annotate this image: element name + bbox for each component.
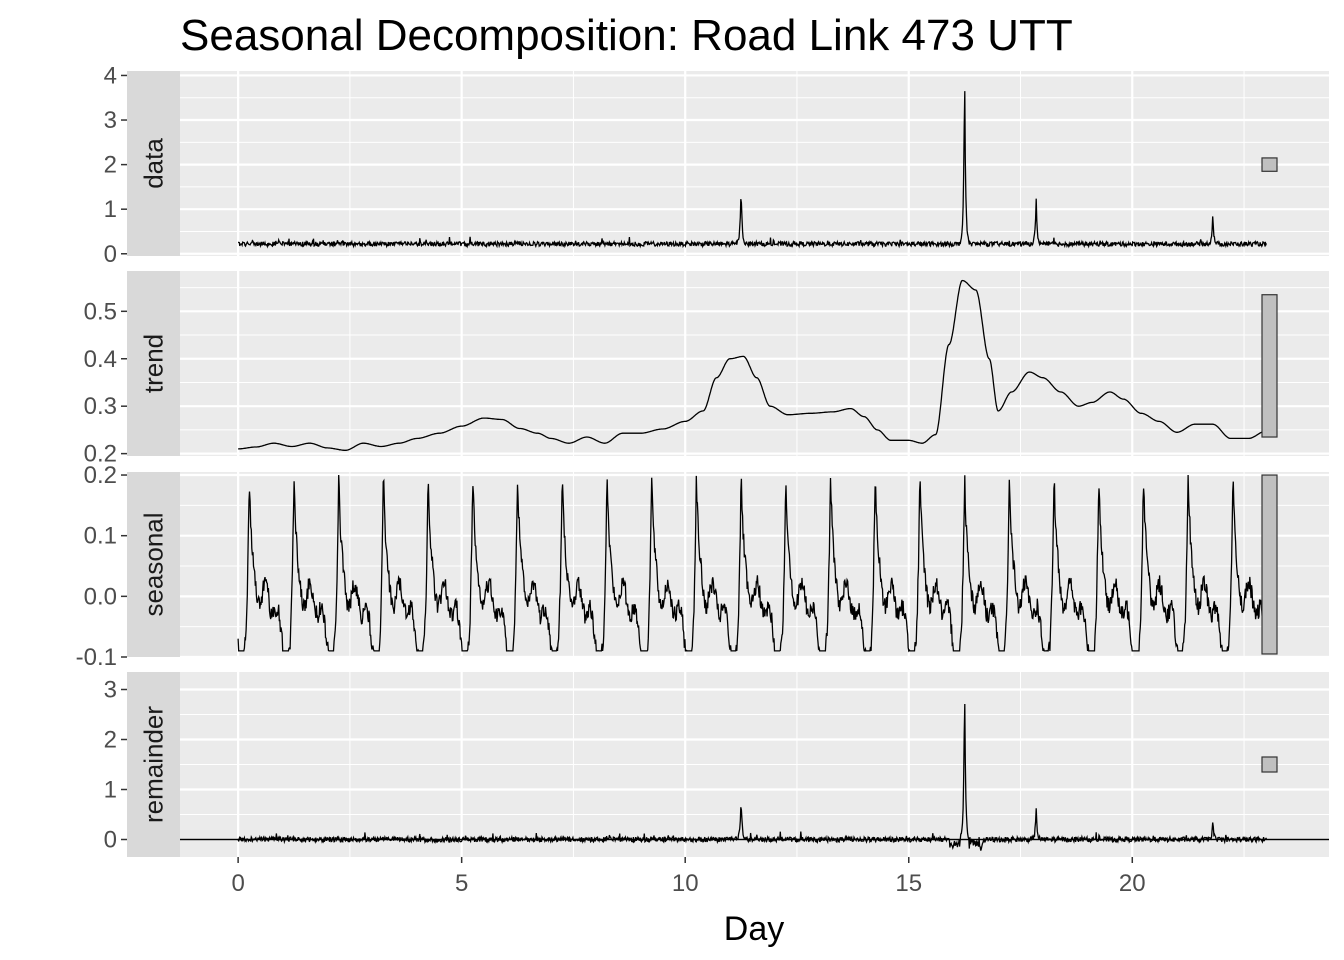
- y-tick-label: 0.5: [84, 298, 117, 325]
- panel-data: data 0 1 2 3 4: [104, 62, 1329, 267]
- x-tick-label: 15: [895, 870, 922, 897]
- y-tick-label: 1: [104, 777, 117, 804]
- panel-remainder: remainder 0 1 2 3: [104, 672, 1329, 857]
- x-axis-label: Day: [724, 910, 784, 948]
- x-tick-label: 0: [231, 870, 244, 897]
- panel-trend: trend0.20.30.40.5: [84, 271, 1329, 468]
- x-axis: 0 5 10 15 20: [231, 857, 1145, 897]
- y-tick-label: 3: [104, 677, 117, 704]
- y-tick-label: -0.1: [76, 644, 117, 671]
- y-tick-label: 1: [104, 196, 117, 223]
- range-bar-remainder: [1262, 757, 1277, 772]
- strip-label-remainder: remainder: [139, 706, 169, 823]
- panel-background: [180, 271, 1329, 456]
- y-tick-label: 2: [104, 152, 117, 179]
- panel-seasonal: seasonal -0.1 0.0 0.1 0.2: [76, 462, 1329, 671]
- strip-label-data: data: [139, 138, 169, 189]
- panel-background: [180, 472, 1329, 657]
- y-tick-label: 0.4: [84, 346, 117, 373]
- y-tick-label: 4: [104, 62, 117, 89]
- x-tick-label: 20: [1119, 870, 1146, 897]
- panels: data 0 1 2 3 4 trend 0.2 0.3 0.4 0.5 seasonal -0.1 0.…: [76, 62, 1329, 857]
- range-bar-trend: [1262, 295, 1277, 437]
- strip-label-seasonal: seasonal: [139, 512, 169, 616]
- y-tick-label: 0.2: [84, 462, 117, 489]
- range-bar-data: [1262, 158, 1277, 171]
- strip-label-trend: trend: [139, 334, 169, 393]
- y-tick-label: 0: [104, 827, 117, 854]
- x-tick-label: 10: [672, 870, 699, 897]
- x-tick-label: 5: [455, 870, 468, 897]
- y-tick-label: 3: [104, 107, 117, 134]
- range-bar-seasonal: [1262, 475, 1277, 654]
- y-tick-label: 0: [104, 241, 117, 268]
- chart-title: Seasonal Decomposition: Road Link 473 UT…: [180, 11, 1073, 60]
- y-tick-label: 2: [104, 727, 117, 754]
- y-tick-label: 0.1: [84, 523, 117, 550]
- y-tick-label: 0.0: [84, 583, 117, 610]
- panel-background: [180, 71, 1329, 256]
- y-tick-label: 0.3: [84, 393, 117, 420]
